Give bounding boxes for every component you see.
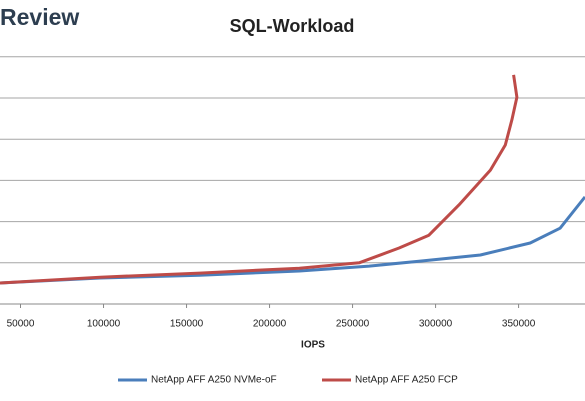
x-tick-label: 100000 <box>87 319 121 330</box>
x-tick-label: 150000 <box>170 319 204 330</box>
x-tick-label: 200000 <box>253 319 287 330</box>
brand-logo: Review <box>0 4 79 30</box>
x-tick-label: 250000 <box>336 319 370 330</box>
x-axis-label: IOPS <box>301 340 325 351</box>
x-tick-label: 350000 <box>502 319 536 330</box>
chart-title: SQL-Workload <box>230 16 355 36</box>
legend-label: NetApp AFF A250 NVMe-oF <box>151 375 277 386</box>
data-line <box>0 74 519 285</box>
x-tick-label: 300000 <box>419 319 453 330</box>
legend-label: NetApp AFF A250 FCP <box>355 375 458 386</box>
x-tick-label: 50000 <box>7 319 35 330</box>
